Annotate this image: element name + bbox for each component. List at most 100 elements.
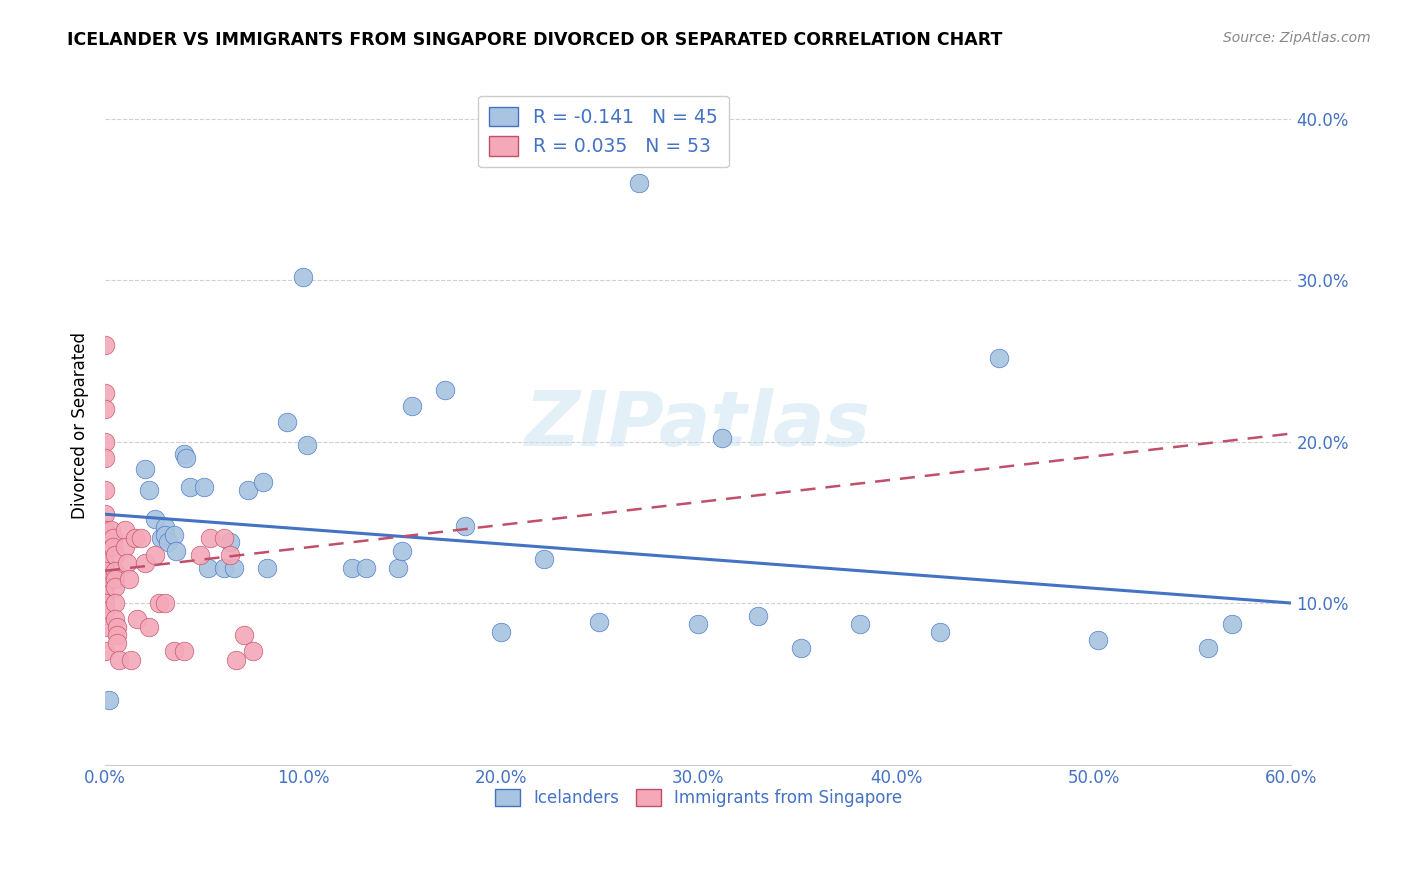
Point (790, 641, 813, 656)
Point (222, 560, 245, 574)
Text: ZIPatlas: ZIPatlas (526, 388, 872, 462)
Point (225, 652, 247, 666)
Point (387, 560, 409, 574)
Point (98, 693, 121, 707)
Point (104, 572, 127, 586)
Point (101, 532, 124, 546)
Point (94, 524, 117, 538)
Point (193, 480, 215, 494)
Point (143, 512, 166, 526)
Point (104, 580, 127, 594)
Point (236, 483, 259, 497)
Point (94, 580, 117, 594)
Point (94, 572, 117, 586)
Point (104, 548, 127, 562)
Point (165, 544, 187, 558)
Point (101, 540, 124, 554)
Point (232, 628, 254, 642)
Point (489, 625, 512, 640)
Point (94, 596, 117, 610)
Point (252, 475, 274, 489)
Point (94, 402, 117, 417)
Point (1087, 633, 1109, 648)
Point (173, 448, 195, 462)
Point (138, 483, 160, 497)
Point (627, 176, 650, 190)
Point (173, 644, 195, 658)
Point (242, 644, 264, 658)
Point (138, 620, 160, 634)
Text: Source: ZipAtlas.com: Source: ZipAtlas.com (1223, 31, 1371, 45)
Point (747, 609, 769, 624)
Y-axis label: Divorced or Separated: Divorced or Separated (72, 332, 89, 519)
Legend: Icelanders, Immigrants from Singapore: Icelanders, Immigrants from Singapore (488, 782, 908, 814)
Point (124, 532, 146, 546)
Point (212, 532, 235, 546)
Point (94, 450, 117, 465)
Point (114, 524, 136, 538)
Point (849, 617, 872, 632)
Point (218, 534, 240, 549)
Point (212, 560, 235, 574)
Point (104, 564, 127, 578)
Point (1197, 641, 1219, 656)
Point (163, 528, 186, 542)
Point (115, 556, 138, 570)
Point (153, 528, 176, 542)
Point (94, 620, 117, 634)
Point (108, 652, 131, 666)
Point (434, 383, 457, 397)
Point (354, 560, 377, 574)
Point (157, 534, 180, 549)
Point (94, 644, 117, 658)
Point (120, 652, 142, 666)
Point (153, 520, 176, 534)
Point (129, 532, 152, 546)
Point (94, 588, 117, 602)
Point (188, 548, 211, 562)
Point (276, 415, 298, 429)
Point (401, 399, 423, 413)
Point (94, 604, 117, 618)
Point (105, 628, 128, 642)
Point (688, 617, 710, 632)
Point (94, 386, 117, 401)
Point (198, 532, 221, 546)
Point (105, 620, 128, 634)
Point (454, 518, 477, 533)
Point (163, 644, 186, 658)
Point (218, 548, 240, 562)
Point (104, 596, 127, 610)
Point (291, 269, 314, 284)
Point (134, 556, 156, 570)
Point (179, 480, 201, 494)
Point (987, 351, 1010, 365)
Point (118, 572, 141, 586)
Point (1220, 617, 1243, 632)
Point (149, 532, 172, 546)
Point (153, 596, 176, 610)
Point (94, 564, 117, 578)
Point (342, 560, 364, 574)
Point (100, 524, 122, 538)
Point (134, 462, 156, 476)
Point (928, 625, 950, 640)
Point (197, 560, 219, 574)
Point (94, 508, 117, 522)
Point (256, 560, 278, 574)
Point (143, 548, 166, 562)
Point (104, 612, 127, 626)
Point (588, 615, 610, 630)
Text: ICELANDER VS IMMIGRANTS FROM SINGAPORE DIVORCED OR SEPARATED CORRELATION CHART: ICELANDER VS IMMIGRANTS FROM SINGAPORE D… (67, 31, 1002, 49)
Point (533, 552, 555, 566)
Point (148, 596, 170, 610)
Point (94, 540, 117, 554)
Point (295, 438, 318, 452)
Point (125, 612, 148, 626)
Point (391, 544, 413, 558)
Point (114, 540, 136, 554)
Point (174, 450, 197, 465)
Point (711, 431, 734, 445)
Point (94, 434, 117, 449)
Point (94, 483, 117, 497)
